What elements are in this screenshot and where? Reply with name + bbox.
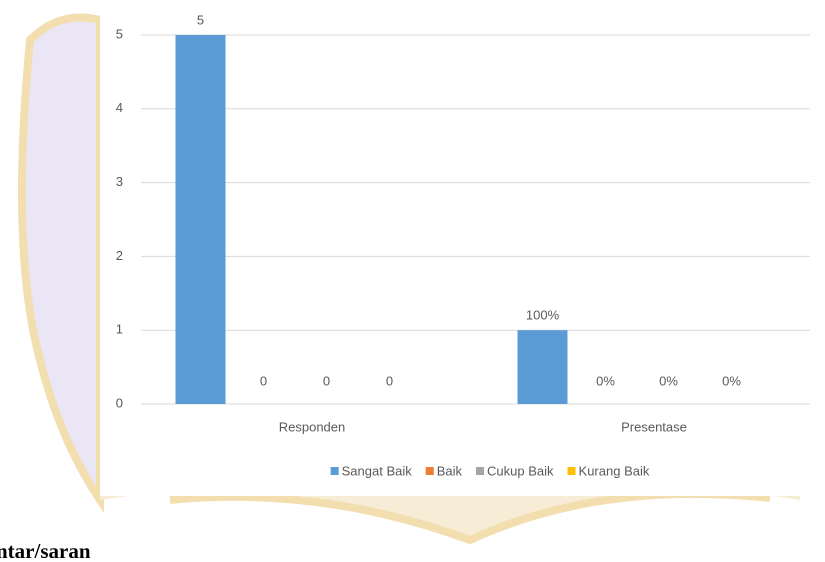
y-tick-label: 0: [116, 395, 123, 410]
bar: [175, 35, 226, 404]
y-tick-label: 1: [116, 322, 123, 337]
y-tick-label: 3: [116, 174, 123, 189]
value-label: 0%: [722, 373, 741, 388]
value-label: 0: [386, 373, 393, 388]
y-tick-label: 2: [116, 248, 123, 263]
legend-label: Baik: [437, 463, 463, 478]
legend-swatch: [425, 467, 434, 475]
y-tick-label: 5: [116, 26, 123, 41]
x-tick-label: Responden: [279, 419, 346, 434]
legend-swatch: [476, 467, 485, 475]
caption-fragment: ntar/saran: [0, 539, 91, 562]
value-label: 0: [323, 373, 330, 388]
value-label: 0%: [596, 373, 615, 388]
y-tick-label: 4: [116, 100, 123, 115]
value-label: 100%: [526, 308, 560, 323]
legend-swatch: [567, 467, 576, 475]
legend-label: Kurang Baik: [579, 463, 650, 478]
legend-label: Sangat Baik: [342, 463, 413, 478]
value-label: 0%: [659, 373, 678, 388]
value-label: 5: [197, 12, 204, 27]
x-tick-label: Presentase: [621, 419, 687, 434]
legend-swatch: [330, 467, 339, 475]
value-label: 0: [260, 373, 267, 388]
bar: [517, 330, 568, 404]
legend-label: Cukup Baik: [487, 463, 554, 478]
